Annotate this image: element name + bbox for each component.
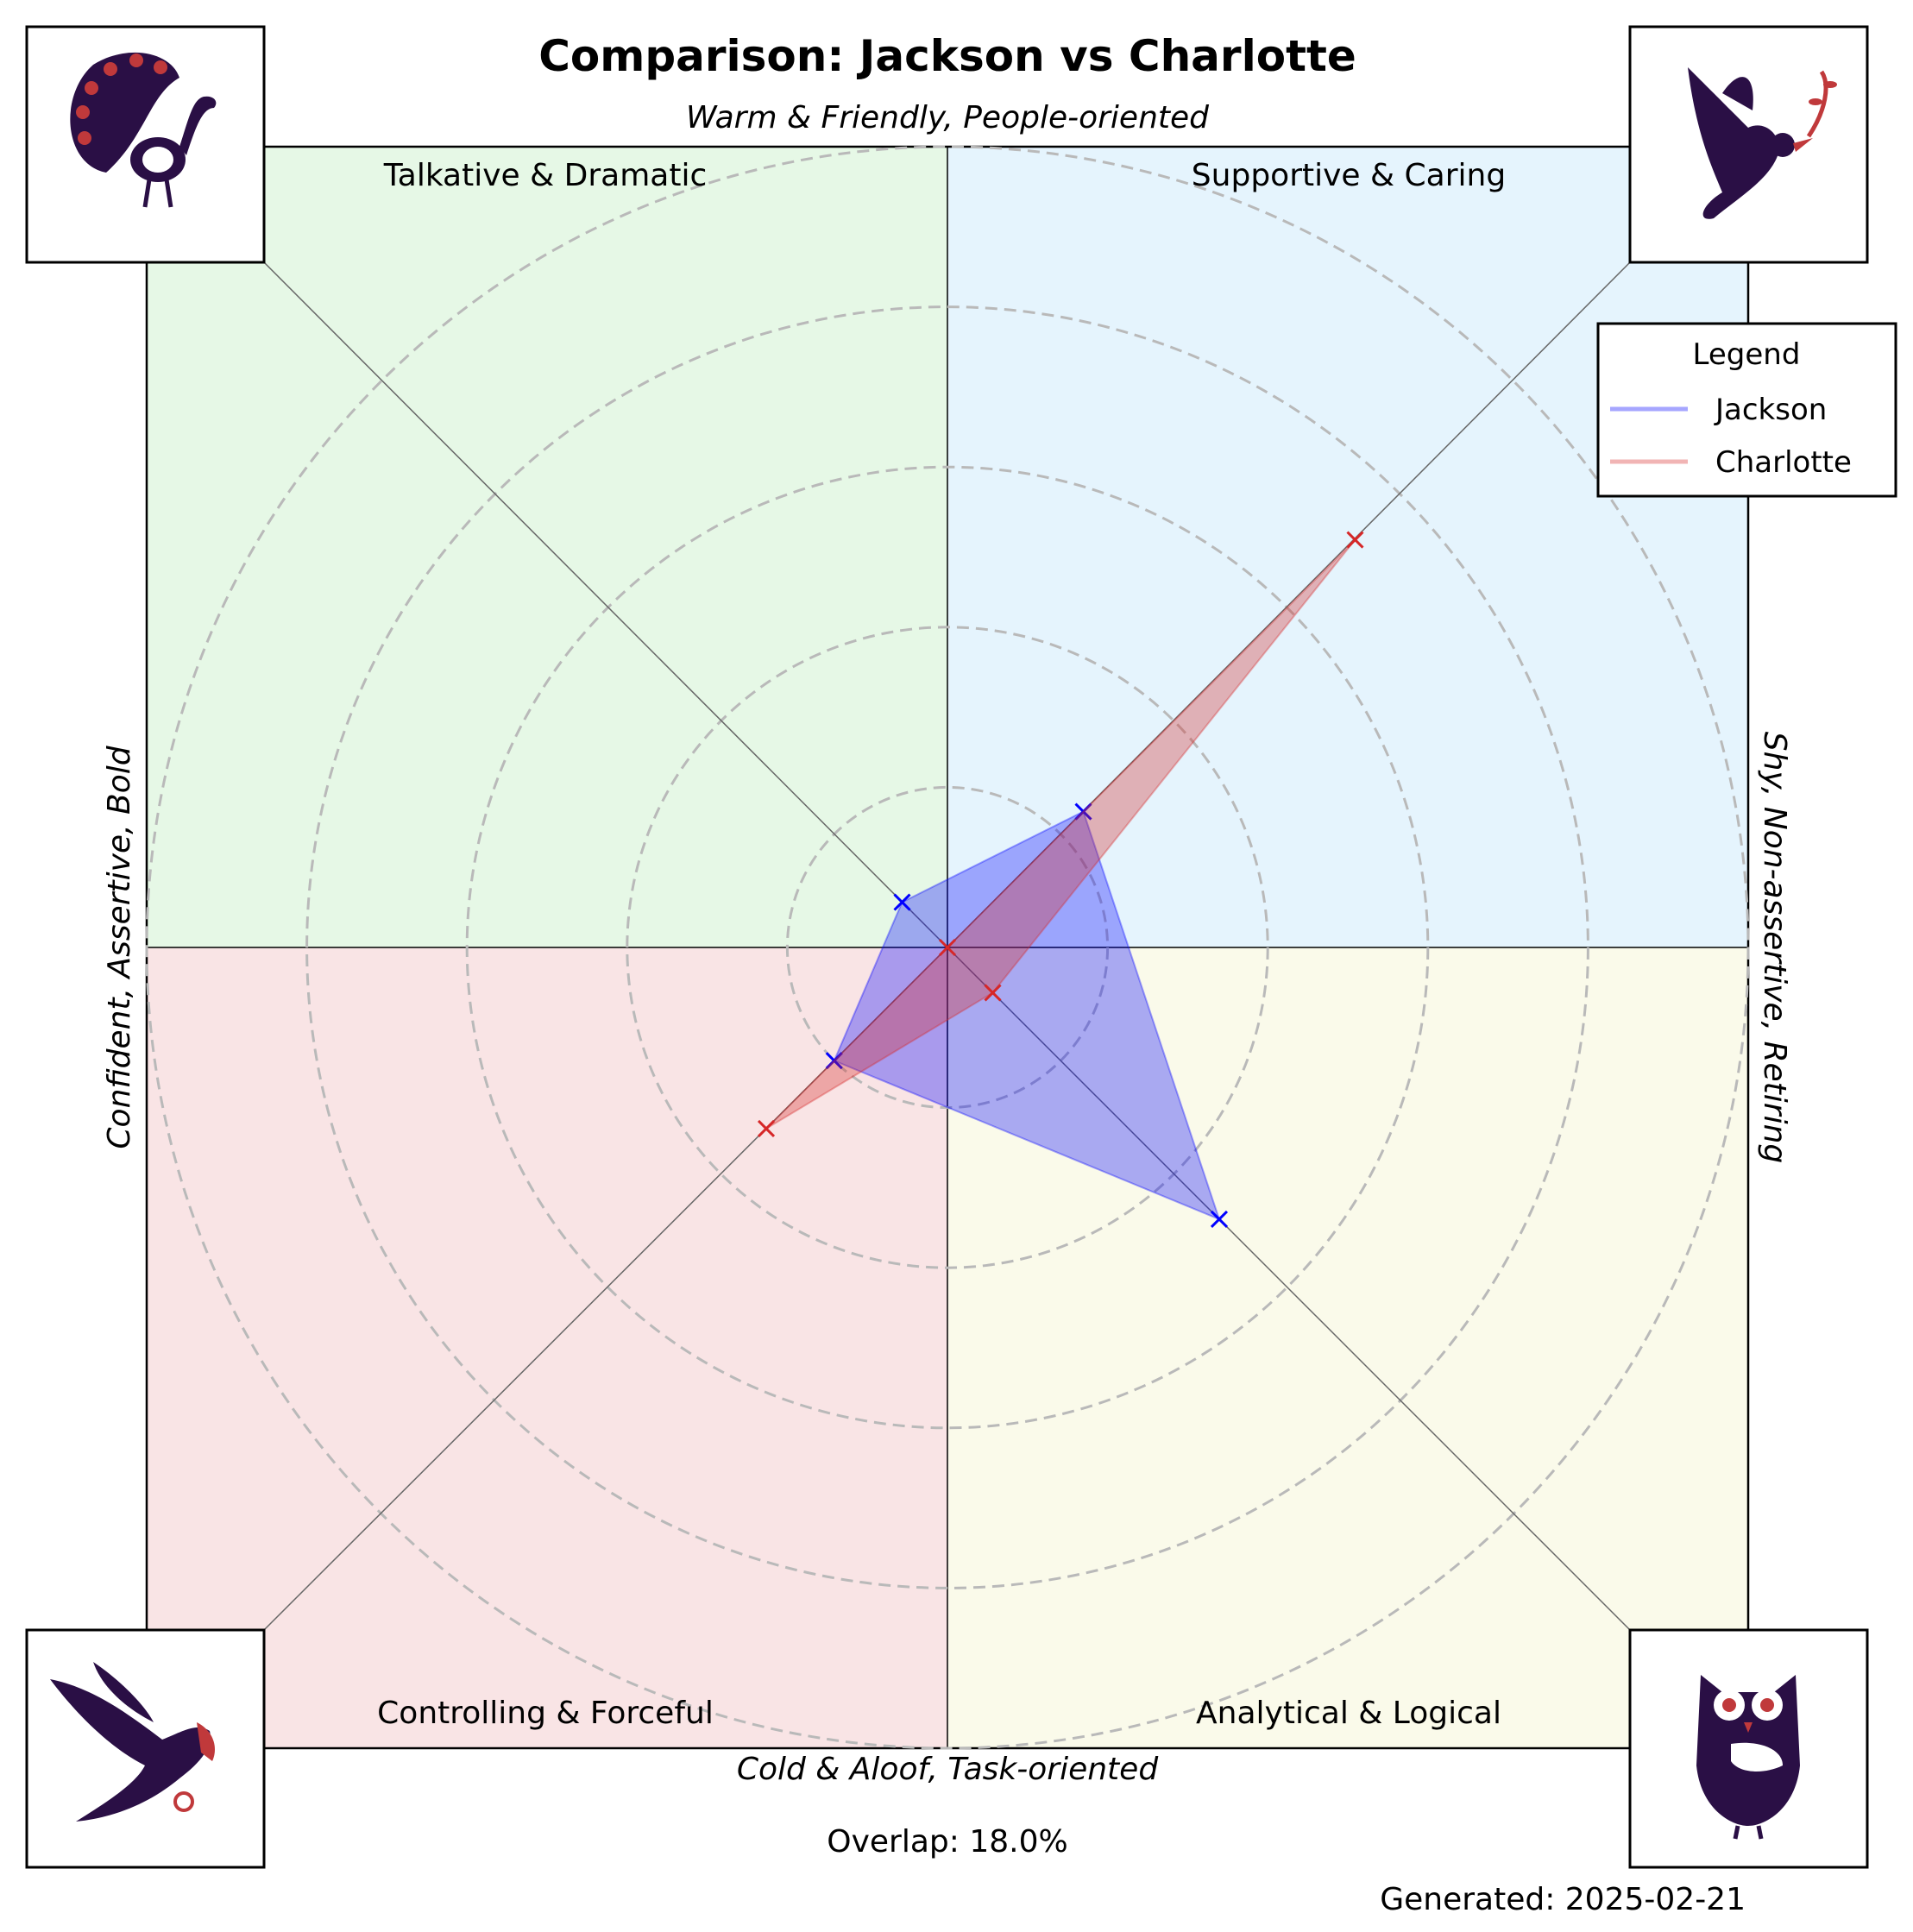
series-layer xyxy=(757,531,1364,1229)
data-point-charlotte xyxy=(938,938,957,957)
overlap-text: Overlap: 18.0% xyxy=(827,1824,1067,1860)
peacock-icon-box xyxy=(25,25,266,264)
owl-icon-box xyxy=(1628,1628,1869,1869)
grid-ring xyxy=(305,305,1589,1589)
data-point-jackson xyxy=(825,1052,843,1070)
axis-label-top: Warm & Friendly, People-oriented xyxy=(686,100,1210,135)
eagle-icon-box xyxy=(25,1628,266,1869)
generated-text: Generated: 2025-02-21 xyxy=(1380,1882,1746,1917)
quadrant-label-analytical: Analytical & Logical xyxy=(1196,1696,1501,1731)
quadrant-label-supportive: Supportive & Caring xyxy=(1192,158,1506,193)
quadrant-label-controlling: Controlling & Forceful xyxy=(377,1696,714,1731)
data-point-charlotte xyxy=(757,1119,776,1138)
quadrant-label-talkative: Talkative & Dramatic xyxy=(383,158,708,193)
data-point-jackson xyxy=(1210,1210,1229,1229)
dove-icon-box xyxy=(1628,25,1869,264)
grid-rings xyxy=(145,145,1750,1750)
legend: Legend Jackson Charlotte xyxy=(1596,322,1897,498)
peacock-icon xyxy=(70,52,217,208)
data-point-charlotte xyxy=(1346,531,1364,549)
grid-ring xyxy=(626,626,1269,1269)
data-point-jackson xyxy=(1074,802,1092,821)
eagle-icon xyxy=(50,1662,215,1822)
spoke-line xyxy=(947,261,1631,948)
grid-ring xyxy=(785,785,1110,1110)
legend-title: Legend xyxy=(1693,337,1801,372)
spoke-line xyxy=(947,947,1631,1631)
axis-label-left: Confident, Assertive, Bold xyxy=(102,745,137,1149)
axis-label-right: Shy, Non-assertive, Retiring xyxy=(1757,732,1792,1164)
legend-label-jackson: Jackson xyxy=(1714,393,1827,427)
grid-ring xyxy=(465,465,1430,1430)
dove-icon xyxy=(1688,67,1837,219)
owl-icon xyxy=(1696,1675,1800,1840)
legend-label-charlotte: Charlotte xyxy=(1715,445,1852,480)
data-point-charlotte xyxy=(984,984,1002,1002)
spoke-line xyxy=(263,261,948,948)
grid-ring xyxy=(145,145,1750,1750)
chart-title: Comparison: Jackson vs Charlotte xyxy=(538,31,1356,81)
data-point-jackson xyxy=(893,893,911,911)
legend-frame xyxy=(1596,322,1897,498)
axis-label-bottom: Cold & Aloof, Task-oriented xyxy=(737,1752,1160,1787)
